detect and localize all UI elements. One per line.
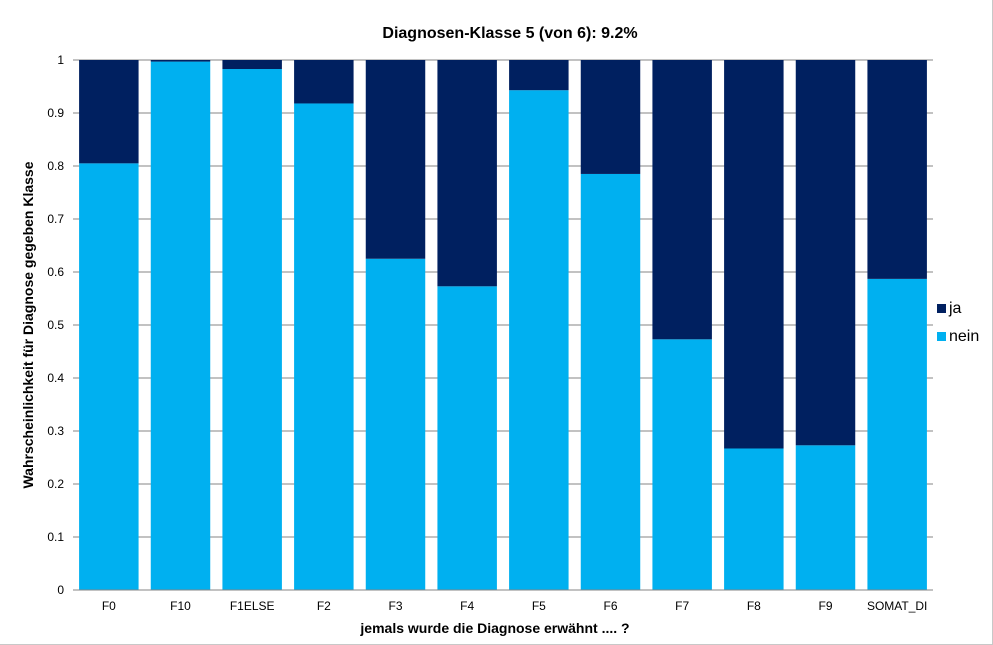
bars (79, 60, 927, 591)
bar-nein-F0 (79, 163, 139, 590)
y-tick-label: 0.1 (47, 530, 64, 544)
x-tick-label: SOMAT_DI (867, 599, 927, 613)
x-tick-label: F8 (747, 599, 761, 613)
chart-title: Diagnosen-Klasse 5 (von 6): 9.2% (382, 25, 637, 42)
y-tick-label: 0.9 (47, 106, 64, 120)
bar-nein-F5 (509, 90, 569, 591)
bar-ja-F0 (79, 60, 139, 164)
x-tick-label: F2 (317, 599, 331, 613)
legend-label-ja: ja (948, 300, 962, 317)
bar-ja-F6 (580, 60, 641, 174)
legend: ja nein (937, 300, 979, 345)
bar-nein-F10 (150, 61, 211, 590)
bar-ja-F3 (365, 60, 426, 259)
x-tick-label: F7 (675, 599, 689, 613)
y-tick-label: 1 (57, 53, 64, 67)
x-tick-label: F1ELSE (230, 599, 275, 613)
y-tick-labels: 0 0.1 0.2 0.3 0.4 0.5 0.6 0.7 0.8 0.9 1 (47, 53, 64, 597)
bar-ja-F1ELSE (222, 60, 282, 70)
bar-nein-F7 (652, 339, 712, 590)
y-axis-title: Wahrscheinlichkeit für Diagnose gegeben … (20, 161, 36, 488)
bar-nein-F2 (294, 103, 354, 591)
x-tick-label: F4 (460, 599, 474, 613)
bar-ja-F8 (724, 60, 784, 449)
bar-ja-F10 (150, 60, 211, 62)
bar-nein-F1ELSE (222, 69, 282, 590)
y-tick-label: 0.4 (47, 371, 64, 385)
bar-ja-F9 (795, 60, 856, 446)
x-tick-label: F9 (818, 599, 832, 613)
bar-nein-SOMAT_DI (867, 278, 927, 590)
x-tick-label: F5 (532, 599, 546, 613)
bar-ja-F2 (294, 60, 354, 104)
y-tick-label: 0.6 (47, 265, 64, 279)
legend-label-nein: nein (949, 328, 979, 345)
x-axis-title: jemals wurde die Diagnose erwähnt .... ? (359, 620, 629, 636)
legend-swatch-nein (937, 332, 946, 341)
bar-nein-F9 (795, 445, 856, 590)
bar-nein-F6 (580, 173, 641, 590)
bar-nein-F3 (365, 258, 426, 590)
x-tick-label: F10 (170, 599, 191, 613)
y-tick-label: 0.5 (47, 318, 64, 332)
y-tick-label: 0 (57, 583, 64, 597)
bar-ja-F5 (509, 60, 569, 91)
bar-nein-F8 (724, 448, 784, 590)
bar-ja-F7 (652, 60, 712, 340)
x-tick-label: F6 (603, 599, 617, 613)
bar-ja-F4 (437, 60, 497, 287)
legend-swatch-ja (937, 304, 946, 313)
x-tick-labels: F0 F10 F1ELSE F2 F3 F4 F5 F6 F7 F8 F9 SOMAT_DI (102, 599, 928, 613)
gridlines (73, 59, 933, 538)
bar-nein-F4 (437, 286, 497, 590)
y-tick-label: 0.8 (47, 159, 64, 173)
x-tick-label: F3 (388, 599, 402, 613)
y-tick-label: 0.7 (47, 212, 64, 226)
x-tick-label: F0 (102, 599, 116, 613)
y-tick-label: 0.2 (47, 477, 64, 491)
bar-ja-SOMAT_DI (867, 60, 927, 279)
y-tick-label: 0.3 (47, 424, 64, 438)
